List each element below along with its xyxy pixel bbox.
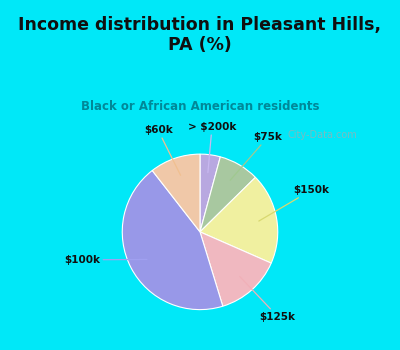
Text: Black or African American residents: Black or African American residents [81, 100, 319, 113]
Text: $125k: $125k [240, 276, 296, 322]
Wedge shape [122, 170, 223, 310]
Text: $150k: $150k [259, 185, 330, 221]
Wedge shape [200, 154, 220, 232]
Text: > $200k: > $200k [188, 122, 236, 173]
Wedge shape [152, 154, 200, 232]
Text: $100k: $100k [64, 255, 147, 265]
Text: Income distribution in Pleasant Hills,
PA (%): Income distribution in Pleasant Hills, P… [18, 16, 382, 54]
Wedge shape [200, 177, 278, 263]
Text: $75k: $75k [230, 132, 282, 180]
Text: City-Data.com: City-Data.com [288, 130, 358, 140]
Text: $60k: $60k [144, 125, 180, 175]
Wedge shape [200, 157, 256, 232]
Wedge shape [200, 232, 271, 306]
